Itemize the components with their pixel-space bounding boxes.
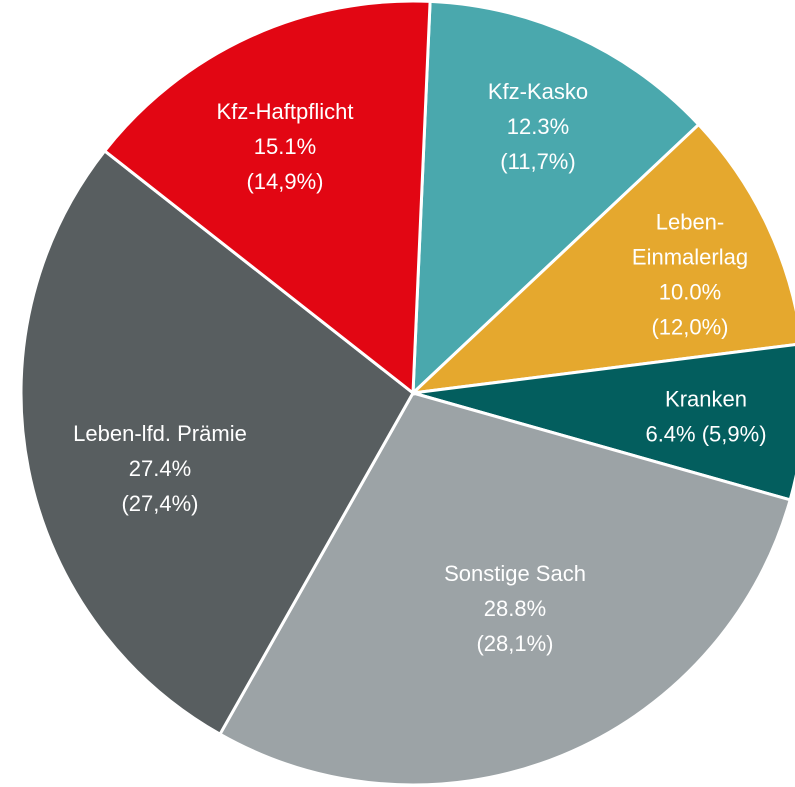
value-label: 10.0% (659, 279, 721, 304)
slice-label: Sonstige Sach (444, 561, 586, 586)
pie-slice (412, 343, 795, 502)
pie-slice (19, 148, 415, 737)
slice-label: Kfz-Kasko (488, 79, 588, 104)
prior-label: (12,0%) (651, 314, 728, 339)
prior-label: (11,7%) (500, 149, 575, 174)
slice-label: Kranken (665, 386, 747, 411)
slice-label: Einmalerlag (632, 244, 748, 269)
prior-label: (27,4%) (121, 491, 198, 516)
value-label: 28.8% (484, 596, 546, 621)
prior-label: (14,9%) (246, 169, 323, 194)
prior-label: (28,1%) (476, 631, 553, 656)
pie-slice (102, 0, 432, 396)
pie-slice (408, 122, 795, 396)
value-label: 6.4% (645, 421, 695, 446)
slice-label: Kfz-Haftpflicht (217, 99, 354, 124)
prior-label: (5,9%) (702, 421, 767, 446)
value-label: 15.1% (254, 134, 316, 159)
slice-label: Leben- (656, 209, 725, 234)
slice-label: Leben-lfd. Prämie (73, 421, 247, 446)
slice-value-label: 6.4% (5,9%) (645, 421, 766, 446)
pie-slice (217, 391, 793, 787)
value-label: 12.3% (507, 114, 569, 139)
pie-slice (411, 0, 701, 397)
value-label: 27.4% (129, 456, 191, 481)
